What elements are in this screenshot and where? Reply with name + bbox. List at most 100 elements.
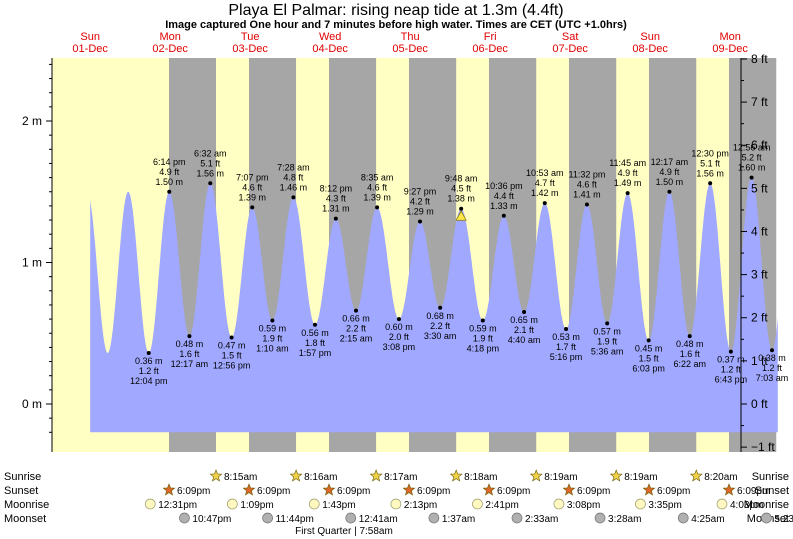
high-tide-feet-label: 4.2 ft: [410, 196, 431, 206]
high-tide-time-label: 7:28 am: [277, 162, 310, 172]
sunrise-time-label: 8:19am: [544, 472, 577, 483]
moonrise-moon-icon: [390, 498, 402, 510]
high-tide-metres-label: 1.29 m: [406, 206, 434, 216]
moonset-time-label: 3:28am: [608, 514, 641, 525]
high-tide-metres-label: 1.46 m: [280, 182, 308, 192]
sunset-star-icon: [242, 483, 256, 496]
low-tide-time-label: 5:16 pm: [550, 352, 583, 362]
low-tide-metres-label: 0.59 m: [259, 324, 287, 334]
low-tide-time-label: 12:17 am: [171, 359, 209, 369]
tide-extreme-point: [667, 189, 672, 194]
sunset-star-icon: [642, 483, 656, 496]
high-tide-metres-label: 1.60 m: [738, 163, 766, 173]
tide-extreme-point: [501, 213, 506, 218]
low-tide-time-label: 3:08 pm: [383, 342, 416, 352]
low-tide-metres-label: 0.57 m: [593, 326, 621, 336]
high-tide-feet-label: 4.9 ft: [618, 168, 639, 178]
high-tide-metres-label: 1.31 m: [322, 204, 350, 214]
low-tide-metres-label: 0.68 m: [426, 311, 454, 321]
tide-area: [90, 177, 778, 433]
high-tide-metres-label: 1.39 m: [363, 192, 391, 202]
low-tide-metres-label: 0.59 m: [469, 324, 497, 334]
moonset-moon-icon: [677, 512, 689, 524]
high-tide-time-label: 10:53 am: [526, 168, 564, 178]
low-tide-metres-label: 0.37 m: [717, 355, 745, 365]
moonset-time-label: 11:44pm: [276, 514, 314, 525]
sunrise-time-label: 8:18am: [464, 472, 497, 483]
high-tide-feet-label: 4.6 ft: [577, 179, 598, 189]
y-axis-feet-tick-label: 6 ft: [751, 138, 768, 152]
tide-extreme-point: [229, 335, 234, 340]
tide-extreme-point: [375, 205, 380, 210]
day-name-label: Fri: [484, 31, 497, 43]
tide-extreme-point: [438, 305, 443, 310]
day-date-label: 01-Dec: [72, 43, 108, 55]
high-tide-time-label: 8:12 pm: [320, 184, 353, 194]
tide-extreme-point: [646, 338, 651, 343]
low-tide-feet-label: 1.7 ft: [556, 342, 577, 352]
tide-extreme-point: [708, 181, 713, 186]
tide-extreme-point: [749, 175, 754, 180]
high-tide-time-label: 9:27 pm: [404, 186, 437, 196]
astro-events: 8:15am 8:16am 8:17am 8:18am 8:19am 8:19am 8:20…: [144, 469, 793, 525]
high-tide-feet-label: 4.9 ft: [659, 167, 680, 177]
tide-extreme-point: [312, 322, 317, 327]
day-name-label: Wed: [319, 31, 341, 43]
y-axis-feet-tick-label: 4 ft: [751, 224, 768, 238]
low-tide-feet-label: 1.2 ft: [762, 363, 783, 373]
day-date-label: 08-Dec: [632, 43, 668, 55]
tide-extreme-point: [542, 201, 547, 206]
sunset-star-icon: [482, 483, 496, 496]
high-tide-time-label: 7:07 pm: [236, 172, 269, 182]
low-tide-feet-label: 1.2 ft: [139, 366, 160, 376]
sunrise-time-label: 8:16am: [304, 472, 337, 483]
sunset-time-label: 6:09pm: [497, 486, 530, 497]
moonset-time-label: 1:37am: [442, 514, 475, 525]
low-tide-feet-label: 2.2 ft: [430, 321, 451, 331]
current-tide-marker: [455, 210, 467, 221]
low-tide-metres-label: 0.36 m: [135, 356, 163, 366]
moonrise-moon-icon: [716, 498, 728, 510]
sunset-time-label: 6:09pm: [737, 486, 770, 497]
tide-extreme-point: [769, 348, 774, 353]
low-tide-feet-label: 1.2 ft: [721, 365, 742, 375]
high-tide-time-label: 12:17 am: [651, 157, 689, 167]
sunrise-star-icon: [449, 469, 463, 482]
sunrise-star-icon: [209, 469, 223, 482]
y-axis-feet-tick-label: 1 ft: [751, 354, 768, 368]
moonrise-moon-icon: [226, 498, 238, 510]
tide-extreme-point: [564, 327, 569, 332]
y-axis-feet-tick-label: 7 ft: [751, 95, 768, 109]
high-tide-time-label: 8:35 am: [361, 172, 394, 182]
high-tide-time-label: 11:45 am: [609, 158, 646, 168]
day-name-label: Sat: [562, 31, 579, 43]
tide-extreme-point: [146, 351, 151, 356]
low-tide-time-label: 5:36 am: [591, 346, 624, 356]
moonset-time-label: 12:41am: [359, 514, 398, 525]
sunset-star-icon: [402, 483, 416, 496]
day-date-label: 02-Dec: [152, 43, 188, 55]
day-name-label: Tue: [241, 31, 260, 43]
low-tide-feet-label: 1.9 ft: [473, 334, 494, 344]
moonrise-time-label: 1:09pm: [240, 500, 273, 511]
low-tide-feet-label: 1.9 ft: [262, 334, 283, 344]
low-tide-feet-label: 1.6 ft: [179, 349, 200, 359]
low-tide-time-label: 7:03 am: [756, 373, 789, 383]
tide-extreme-point: [270, 318, 275, 323]
high-tide-feet-label: 4.6 ft: [367, 182, 388, 192]
high-tide-time-label: 9:48 am: [445, 174, 478, 184]
y-axis-feet-tick-label: 8 ft: [751, 52, 768, 66]
low-tide-time-label: 6:43 pm: [715, 375, 748, 385]
high-tide-feet-label: 4.6 ft: [242, 182, 263, 192]
high-tide-feet-label: 4.8 ft: [283, 172, 304, 182]
tide-extreme-point: [480, 318, 485, 323]
sunrise-time-label: 8:20am: [704, 472, 737, 483]
low-tide-time-label: 4:40 am: [508, 335, 541, 345]
sunrise-time-label: 8:15am: [224, 472, 257, 483]
day-date-label: 04-Dec: [312, 43, 348, 55]
moonset-time-label: 10:47pm: [192, 514, 231, 525]
low-tide-metres-label: 0.47 m: [218, 340, 246, 350]
low-tide-feet-label: 1.5 ft: [222, 350, 243, 360]
